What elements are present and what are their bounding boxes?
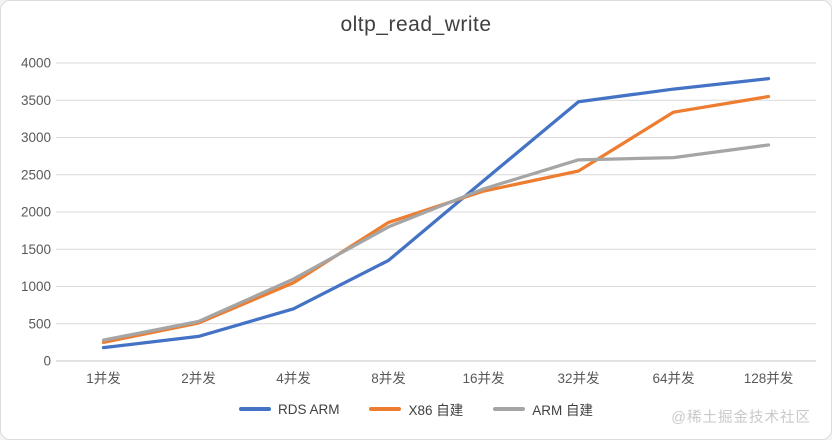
watermark: @稀土掘金技术社区	[671, 410, 811, 426]
x-category-label: 64并发	[652, 371, 695, 386]
legend-item-rds-arm: RDS ARM	[238, 401, 340, 417]
chart-title: oltp_read_write	[340, 13, 492, 36]
series-line-rds-arm	[101, 77, 771, 350]
legend-label-arm-selfbuilt: ARM 自建	[532, 403, 594, 418]
x-category-label: 128并发	[744, 371, 794, 386]
x-category-label: 8并发	[371, 371, 406, 386]
x-category-label: 1并发	[86, 371, 121, 386]
legend-item-x86-selfbuilt: X86 自建	[369, 399, 463, 419]
legend-label-x86-selfbuilt: X86 自建	[408, 403, 464, 418]
y-tick-label: 3000	[21, 130, 51, 145]
y-tick-label: 2500	[21, 167, 51, 182]
legend-swatch-arm-selfbuilt	[493, 407, 526, 411]
y-tick-label: 1500	[21, 242, 51, 257]
legend-label-rds-arm: RDS ARM	[277, 401, 340, 417]
x-category-label: 32并发	[557, 371, 600, 386]
y-tick-label: 2000	[21, 205, 51, 220]
x-category-label: 16并发	[462, 371, 505, 386]
y-tick-label: 3500	[21, 93, 51, 108]
x-category-label: 2并发	[181, 371, 216, 386]
legend-swatch-rds-arm	[238, 407, 271, 411]
legend-item-arm-selfbuilt: ARM 自建	[493, 399, 593, 419]
x-category-label: 4并发	[276, 371, 311, 386]
y-tick-label: 1000	[21, 279, 51, 294]
y-tick-label: 500	[28, 316, 51, 331]
y-tick-label: 4000	[21, 56, 51, 71]
series-line-arm-自建	[101, 143, 771, 342]
chart-legend: RDS ARM X86 自建 ARM 自建	[1, 399, 831, 419]
y-tick-label: 0	[43, 354, 51, 369]
legend-swatch-x86-selfbuilt	[369, 407, 402, 411]
